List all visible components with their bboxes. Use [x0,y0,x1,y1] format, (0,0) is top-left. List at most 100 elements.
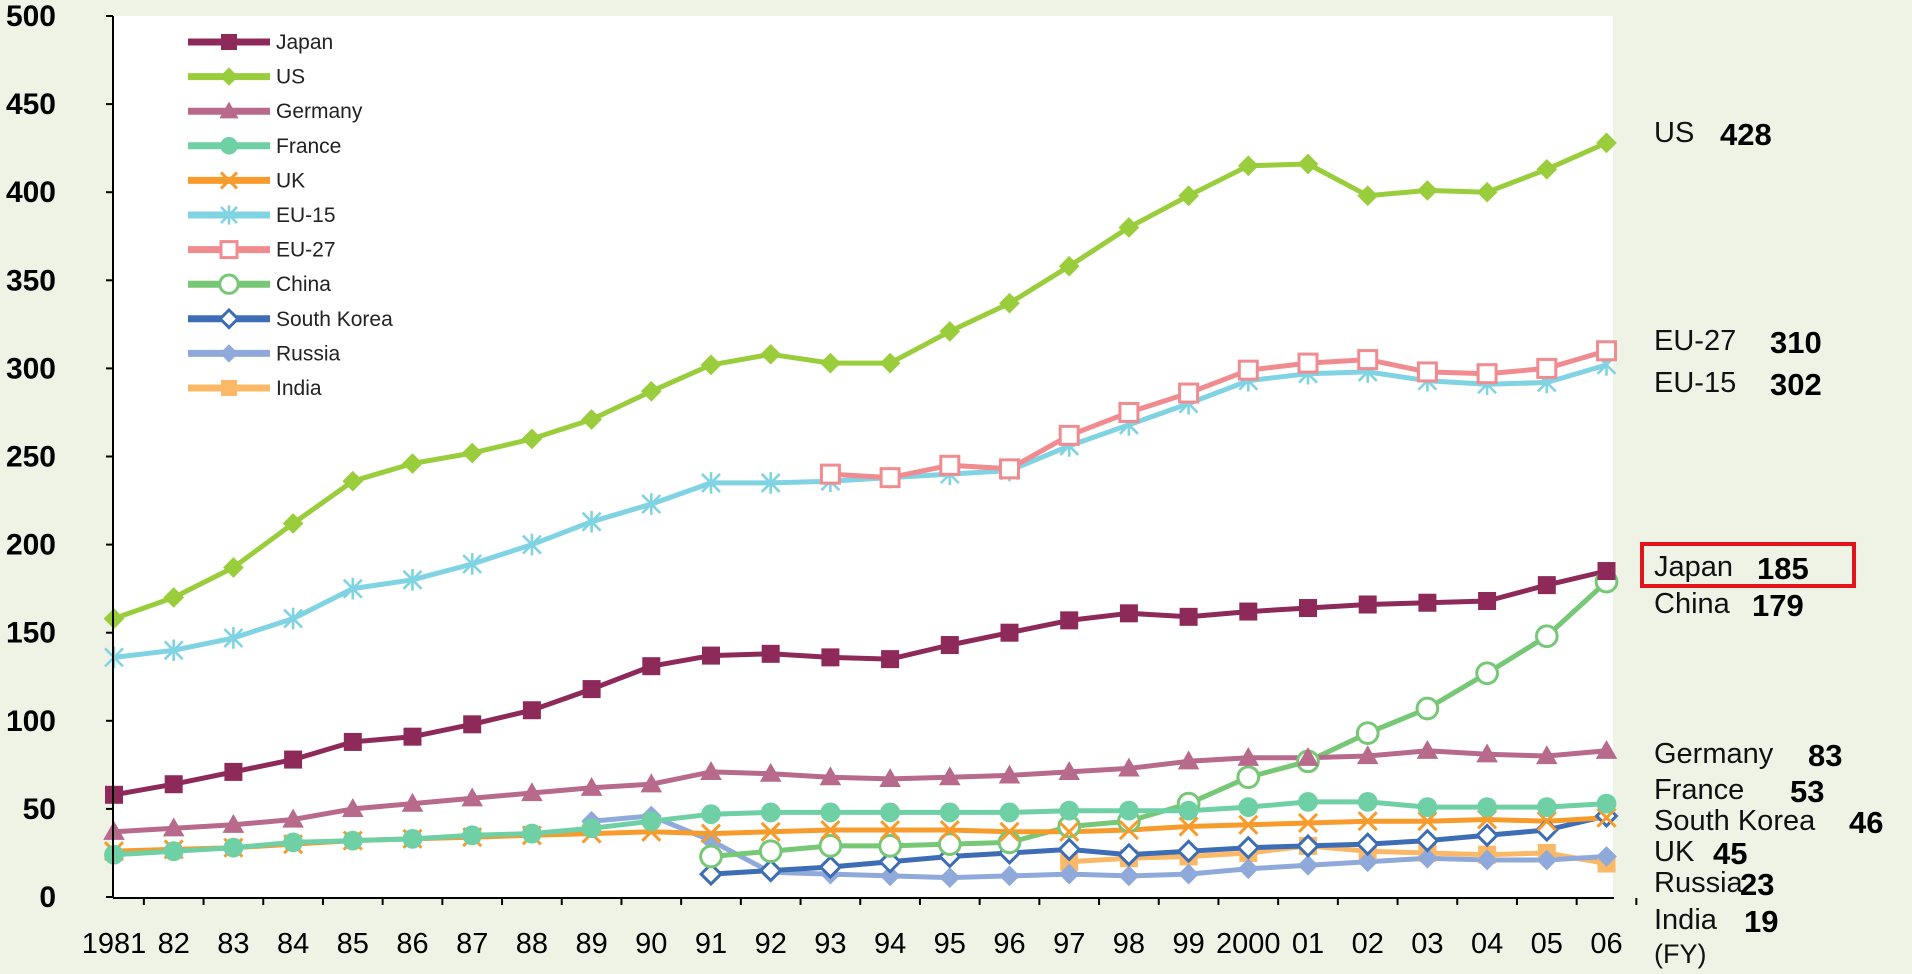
axes [106,15,1638,905]
point-russia-06 [1596,846,1617,867]
legend-label-japan: Japan [276,31,333,54]
point-uk-94 [880,819,901,841]
point-japan-88 [522,701,541,720]
point-eu-27-02 [1357,349,1379,371]
point-south-korea-98 [1116,842,1141,867]
point-russia-94 [879,865,901,887]
point-china-96 [997,830,1022,855]
point-france-90 [641,811,662,832]
point-uk-92 [760,821,781,842]
point-us-98 [1118,217,1140,238]
point-russia-01 [1297,854,1319,876]
end-value-eu-15: 302 [1770,367,1822,402]
x-tick-label: 97 [1053,928,1085,960]
point-eu-15-89 [581,510,602,533]
point-france-91 [701,804,721,825]
point-eu-27-03 [1416,361,1438,383]
point-germany-87 [461,787,483,807]
point-south-korea-92 [758,858,783,883]
point-us-96 [999,292,1020,314]
point-us-82 [163,587,185,608]
point-eu-15-88 [521,533,542,556]
legend-label-china: China [276,273,331,296]
legend-label-uk: UK [276,169,305,192]
legend-label-south-korea: South Korea [276,308,393,331]
point-south-korea-02 [1355,832,1380,857]
point-us-84 [282,513,304,534]
point-eu-27-98 [1118,401,1140,423]
point-eu-15-84 [283,607,304,630]
legend-label-eu-27: EU-27 [276,239,336,262]
legend-label-eu-15: EU-15 [276,204,336,227]
y-tick-label: 500 [6,0,56,33]
point-france-84 [283,832,303,853]
end-value-south-korea: 46 [1849,805,1883,840]
point-germany-84 [282,808,304,828]
legend-marker-india [221,380,237,396]
y-tick-label: 250 [6,441,56,474]
point-japan-90 [642,657,661,676]
legend-marker-china [218,273,240,295]
legend-marker-france [220,137,238,155]
point-south-korea-03 [1415,828,1440,853]
point-japan-06 [1597,562,1616,581]
point-japan-93 [821,648,840,667]
point-russia-2000 [1237,858,1259,880]
point-japan-98 [1119,604,1138,623]
point-russia-04 [1476,849,1498,871]
x-tick-label: 87 [456,928,488,960]
point-germany-83 [222,813,245,833]
point-russia-02 [1357,851,1379,873]
point-us-88 [521,428,543,450]
series-line-germany [113,748,1607,835]
y-tick-label: 450 [6,88,56,121]
point-russia-96 [999,865,1020,887]
end-value-eu-27: 310 [1770,325,1822,360]
point-germany-01 [1297,747,1319,766]
point-japan-05 [1537,576,1556,595]
point-japan-86 [403,727,422,746]
point-eu-27-94 [879,467,901,489]
point-france-97 [1059,800,1080,821]
point-france-85 [342,830,363,851]
point-japan-04 [1478,591,1497,610]
point-south-korea-01 [1295,833,1321,858]
x-tick-label: 91 [695,928,727,960]
end-value-germany: 83 [1808,738,1842,773]
legend-marker-russia [219,344,239,363]
point-germany-91 [700,761,722,780]
x-tick-label: 90 [635,928,667,960]
end-label-russia: Russia [1654,867,1744,899]
series-line-india [1069,843,1607,866]
point-india-97 [1060,852,1079,871]
legend-marker-eu-27 [219,240,239,260]
x-tick-label: 94 [874,928,906,960]
y-tick-label: 100 [6,705,56,738]
point-germany-03 [1416,739,1439,759]
end-value-uk: 45 [1713,836,1747,871]
point-germany-96 [998,764,1021,784]
end-value-russia: 23 [1740,867,1774,902]
series-markers [103,132,1619,888]
point-china-05 [1534,624,1559,649]
end-label-germany: Germany [1654,738,1774,770]
series-line-france [113,799,1607,858]
y-tick-label: 200 [6,529,56,562]
point-eu-27-97 [1058,424,1080,446]
point-germany-85 [342,798,364,817]
point-eu-15-87 [462,553,483,575]
point-japan-96 [1000,623,1019,642]
legend: Japan US Germany France UK EU-15 EU-27 China Sou… [188,31,393,400]
x-tick-label: 03 [1411,928,1443,960]
x-tick-label: 83 [217,928,249,960]
point-us-01 [1297,153,1319,175]
point-france-2000 [1238,797,1259,818]
point-france-02 [1357,791,1378,812]
point-japan-97 [1060,611,1079,630]
legend-marker-us [219,67,239,86]
end-label-china: China [1654,588,1731,620]
point-russia-91 [700,830,722,851]
